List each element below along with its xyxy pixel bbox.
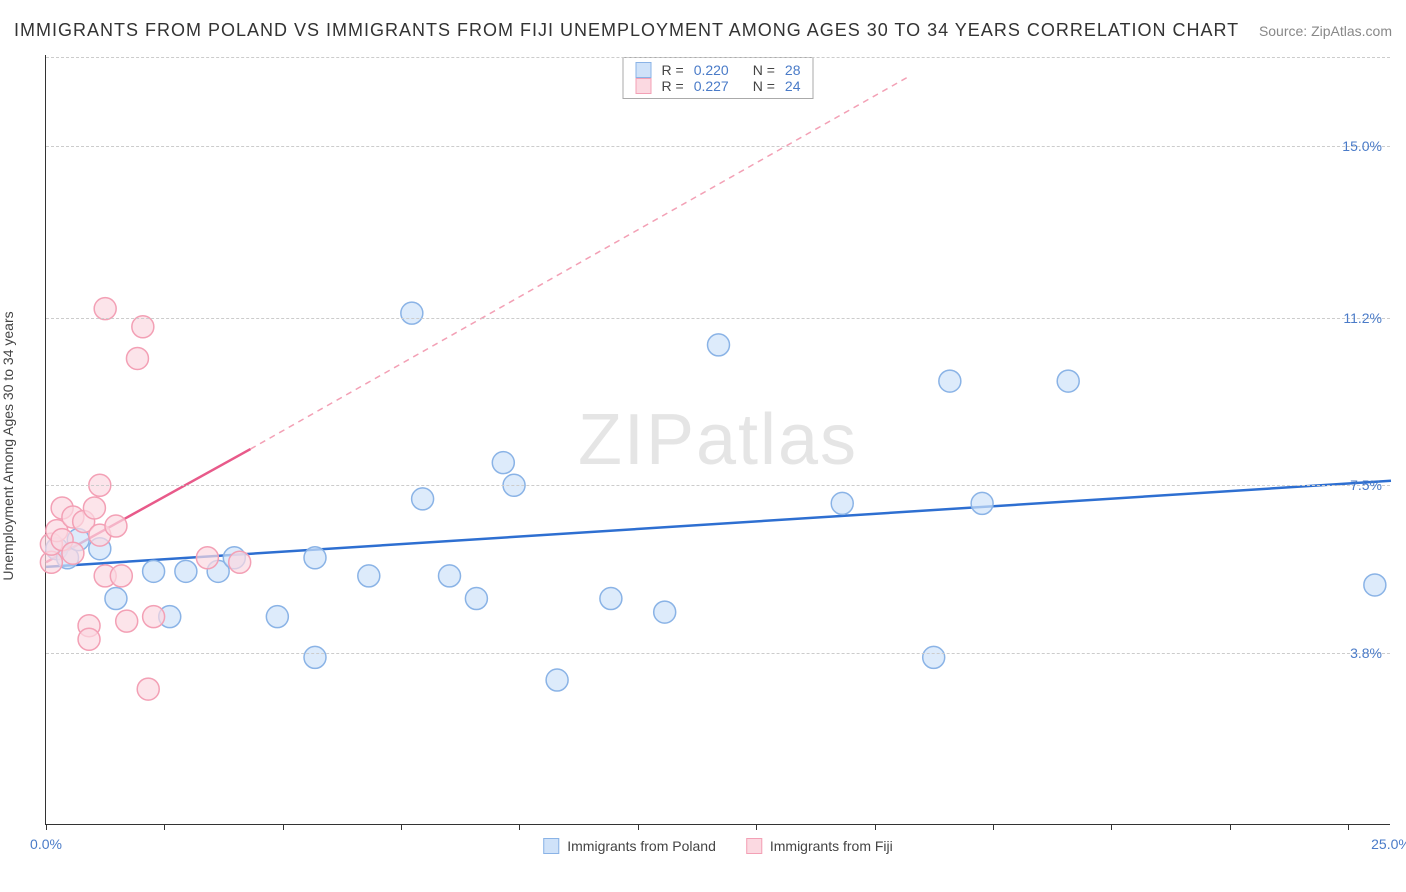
data-point — [358, 565, 380, 587]
xtick — [638, 824, 639, 830]
legend-label: Immigrants from Poland — [567, 838, 716, 854]
data-point — [266, 606, 288, 628]
data-point — [1057, 370, 1079, 392]
xtick-label-max: 25.0% — [1371, 836, 1406, 852]
legend-swatch — [636, 62, 652, 78]
data-point — [175, 560, 197, 582]
source-label: Source: ZipAtlas.com — [1259, 23, 1392, 39]
data-point — [439, 565, 461, 587]
data-point — [116, 610, 138, 632]
ytick-label: 15.0% — [1342, 138, 1382, 154]
stats-row: R = 0.227N = 24 — [636, 78, 801, 94]
data-point — [94, 298, 116, 320]
xtick — [1230, 824, 1231, 830]
xtick — [756, 824, 757, 830]
gridline — [46, 57, 1390, 58]
legend-swatch — [636, 78, 652, 94]
data-point — [83, 497, 105, 519]
xtick-label-min: 0.0% — [30, 836, 62, 852]
xtick — [1348, 824, 1349, 830]
gridline — [46, 653, 1390, 654]
data-point — [939, 370, 961, 392]
data-point — [105, 588, 127, 610]
xaxis-legend: Immigrants from Poland Immigrants from Fi… — [543, 838, 893, 854]
xtick — [164, 824, 165, 830]
data-point — [62, 542, 84, 564]
xtick — [1111, 824, 1112, 830]
data-point — [465, 588, 487, 610]
xtick — [993, 824, 994, 830]
xtick — [46, 824, 47, 830]
data-point — [304, 646, 326, 668]
data-point — [110, 565, 132, 587]
ytick-label: 11.2% — [1343, 310, 1382, 326]
xtick — [875, 824, 876, 830]
data-point — [401, 302, 423, 324]
data-point — [412, 488, 434, 510]
chart-title: IMMIGRANTS FROM POLAND VS IMMIGRANTS FRO… — [14, 20, 1239, 41]
legend-swatch — [543, 838, 559, 854]
data-point — [143, 560, 165, 582]
data-point — [126, 347, 148, 369]
gridline — [46, 318, 1390, 319]
data-point — [196, 547, 218, 569]
data-point — [132, 316, 154, 338]
legend-item: Immigrants from Fiji — [746, 838, 893, 854]
data-point — [105, 515, 127, 537]
data-point — [143, 606, 165, 628]
data-point — [546, 669, 568, 691]
scatter-svg — [46, 55, 1390, 824]
gridline — [46, 485, 1390, 486]
legend-swatch — [746, 838, 762, 854]
data-point — [78, 628, 100, 650]
data-point — [304, 547, 326, 569]
xtick — [519, 824, 520, 830]
data-point — [831, 492, 853, 514]
yaxis-label: Unemployment Among Ages 30 to 34 years — [0, 311, 16, 580]
data-point — [971, 492, 993, 514]
data-point — [492, 452, 514, 474]
data-point — [137, 678, 159, 700]
data-point — [1364, 574, 1386, 596]
stats-legend: R = 0.220N = 28R = 0.227N = 24 — [623, 57, 814, 99]
data-point — [229, 551, 251, 573]
data-point — [708, 334, 730, 356]
stats-row: R = 0.220N = 28 — [636, 62, 801, 78]
plot-area: ZIPatlas R = 0.220N = 28R = 0.227N = 24 … — [45, 55, 1390, 825]
xtick — [401, 824, 402, 830]
data-point — [654, 601, 676, 623]
gridline — [46, 146, 1390, 147]
legend-label: Immigrants from Fiji — [770, 838, 893, 854]
data-point — [600, 588, 622, 610]
xtick — [283, 824, 284, 830]
data-point — [923, 646, 945, 668]
ytick-label: 3.8% — [1350, 645, 1382, 661]
legend-item: Immigrants from Poland — [543, 838, 716, 854]
ytick-label: 7.5% — [1350, 477, 1382, 493]
